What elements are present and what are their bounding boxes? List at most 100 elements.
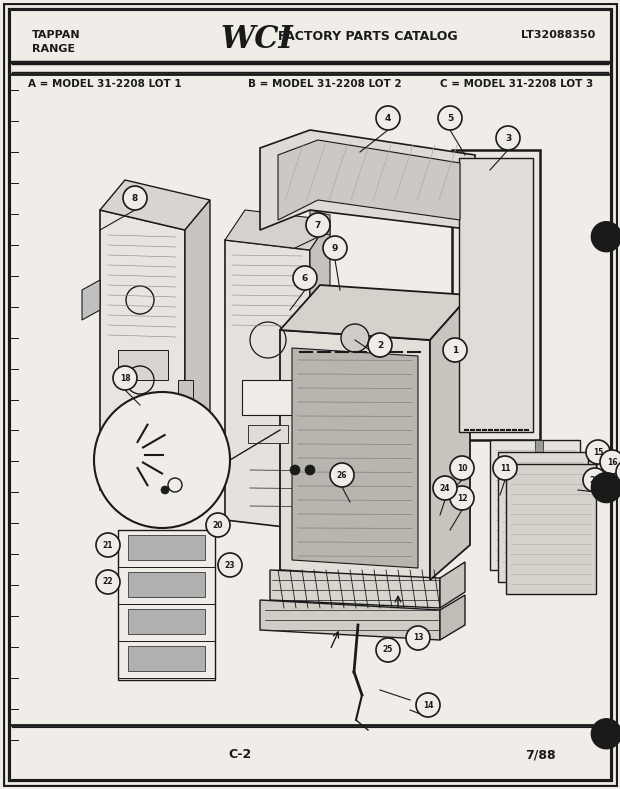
- Circle shape: [450, 486, 474, 510]
- Circle shape: [290, 465, 300, 475]
- Circle shape: [438, 106, 462, 130]
- Polygon shape: [100, 180, 210, 230]
- Bar: [128, 609, 205, 634]
- Circle shape: [293, 266, 317, 290]
- Text: 23: 23: [224, 560, 235, 570]
- Polygon shape: [506, 464, 596, 594]
- Circle shape: [96, 533, 120, 557]
- Text: 13: 13: [413, 634, 423, 642]
- Polygon shape: [490, 440, 580, 570]
- Bar: [118, 350, 168, 380]
- Polygon shape: [440, 595, 465, 640]
- Text: 5: 5: [447, 114, 453, 122]
- Bar: [242, 380, 297, 415]
- Text: 22: 22: [103, 578, 113, 586]
- Text: E0398: E0398: [510, 555, 541, 565]
- Text: C-2: C-2: [228, 748, 252, 761]
- Circle shape: [305, 465, 315, 475]
- Polygon shape: [280, 330, 430, 580]
- Text: 14: 14: [423, 701, 433, 709]
- Text: 16: 16: [607, 458, 618, 466]
- Polygon shape: [440, 562, 465, 608]
- Text: 10: 10: [457, 463, 467, 473]
- Text: C = MODEL 31-2208 LOT 3: C = MODEL 31-2208 LOT 3: [440, 79, 593, 89]
- Polygon shape: [100, 210, 185, 510]
- Text: 7: 7: [315, 220, 321, 230]
- Circle shape: [591, 719, 620, 749]
- Text: 9: 9: [332, 244, 338, 252]
- Circle shape: [443, 338, 467, 362]
- Text: RANGE: RANGE: [32, 44, 75, 54]
- Text: 7/88: 7/88: [525, 748, 556, 761]
- Polygon shape: [292, 348, 418, 568]
- Polygon shape: [82, 280, 100, 320]
- Bar: [128, 646, 205, 671]
- Polygon shape: [278, 140, 460, 220]
- Circle shape: [450, 456, 474, 480]
- Circle shape: [616, 460, 620, 484]
- Polygon shape: [225, 210, 330, 250]
- Text: WCI: WCI: [220, 24, 293, 55]
- Polygon shape: [498, 452, 588, 582]
- Text: 11: 11: [500, 463, 510, 473]
- Text: 27: 27: [590, 476, 600, 484]
- Circle shape: [600, 450, 620, 474]
- Text: 24: 24: [440, 484, 450, 492]
- Polygon shape: [185, 200, 210, 510]
- Circle shape: [433, 476, 457, 500]
- Circle shape: [416, 693, 440, 717]
- Circle shape: [591, 473, 620, 503]
- Polygon shape: [260, 600, 440, 640]
- Text: 12: 12: [457, 493, 467, 503]
- Circle shape: [96, 570, 120, 594]
- Polygon shape: [452, 150, 540, 440]
- Circle shape: [113, 366, 137, 390]
- Circle shape: [496, 126, 520, 150]
- Text: A = MODEL 31-2208 LOT 1: A = MODEL 31-2208 LOT 1: [28, 79, 182, 89]
- Circle shape: [218, 553, 242, 577]
- Circle shape: [376, 106, 400, 130]
- Bar: [248, 425, 288, 443]
- Text: 25: 25: [383, 645, 393, 655]
- Circle shape: [583, 468, 607, 492]
- Polygon shape: [310, 220, 330, 530]
- Polygon shape: [225, 240, 310, 530]
- Text: 20: 20: [213, 521, 223, 529]
- Text: 2: 2: [377, 341, 383, 350]
- Text: 15: 15: [593, 447, 603, 457]
- Polygon shape: [459, 158, 533, 432]
- Polygon shape: [310, 210, 330, 235]
- Text: 3: 3: [505, 133, 511, 143]
- Text: 18: 18: [120, 373, 130, 383]
- Circle shape: [406, 626, 430, 650]
- Text: B = MODEL 31-2208 LOT 2: B = MODEL 31-2208 LOT 2: [248, 79, 402, 89]
- Text: 21: 21: [103, 540, 113, 549]
- Polygon shape: [280, 285, 470, 340]
- Circle shape: [586, 440, 610, 464]
- Bar: [128, 535, 205, 560]
- Bar: [128, 572, 205, 597]
- Text: FACTORY PARTS CATALOG: FACTORY PARTS CATALOG: [278, 30, 458, 43]
- Bar: [118, 530, 215, 680]
- Text: 1: 1: [452, 346, 458, 354]
- Text: 4: 4: [385, 114, 391, 122]
- Circle shape: [368, 333, 392, 357]
- Bar: [535, 440, 543, 455]
- Text: 6: 6: [302, 274, 308, 282]
- Circle shape: [306, 213, 330, 237]
- Circle shape: [161, 486, 169, 494]
- Circle shape: [323, 236, 347, 260]
- Circle shape: [94, 392, 230, 528]
- Polygon shape: [260, 130, 475, 230]
- Polygon shape: [270, 570, 440, 608]
- Circle shape: [591, 222, 620, 252]
- Circle shape: [493, 456, 517, 480]
- Circle shape: [341, 324, 369, 352]
- Text: 26: 26: [337, 470, 347, 480]
- Circle shape: [206, 513, 230, 537]
- Polygon shape: [430, 295, 470, 580]
- Text: TAPPAN: TAPPAN: [32, 30, 81, 40]
- Text: 8: 8: [132, 193, 138, 203]
- Bar: [178, 380, 193, 405]
- Circle shape: [376, 638, 400, 662]
